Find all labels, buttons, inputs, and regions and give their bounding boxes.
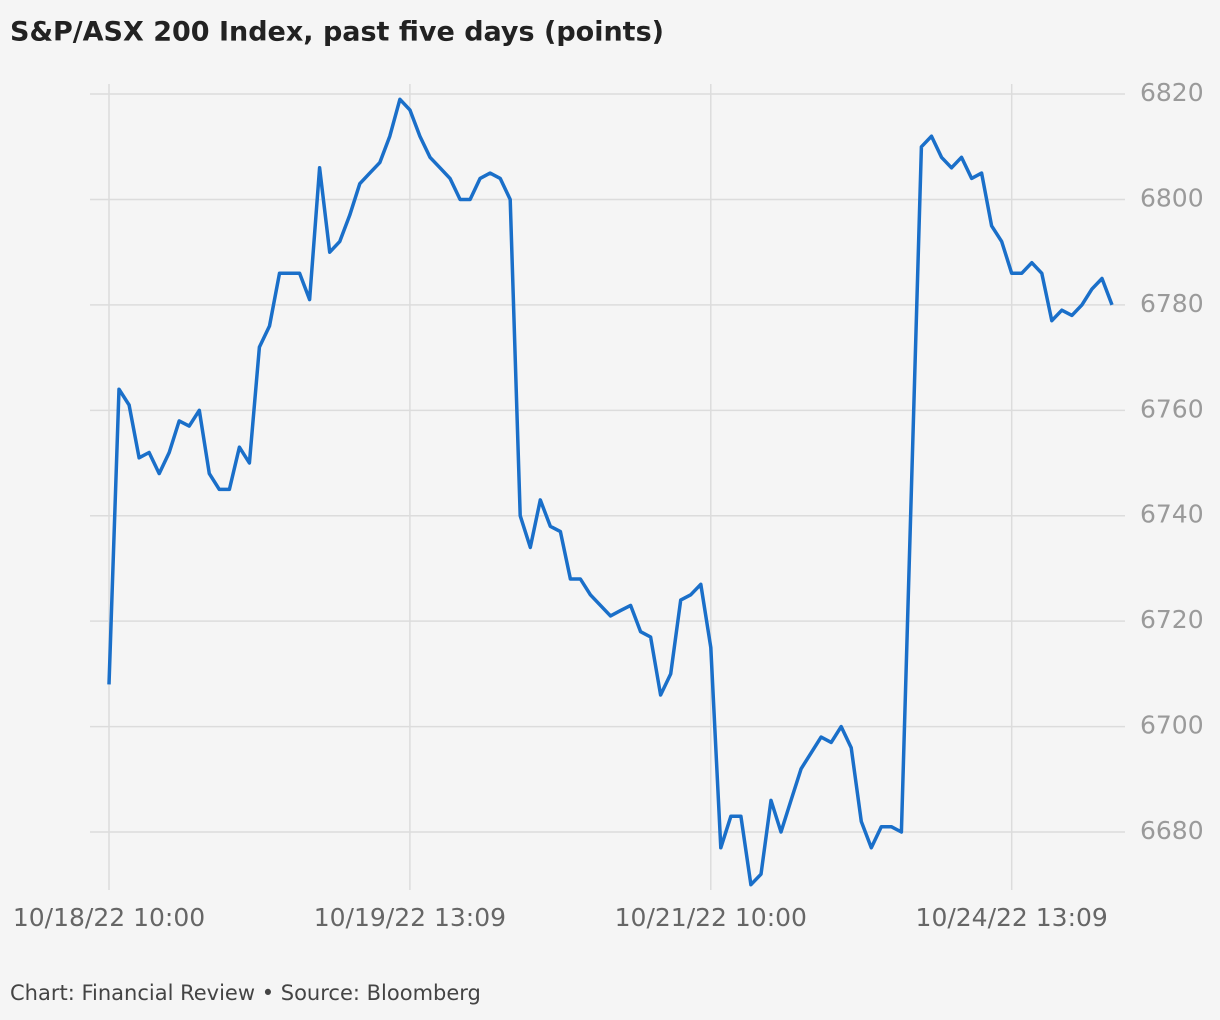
y-tick-label: 6720 <box>1140 605 1204 634</box>
y-tick-label: 6740 <box>1140 500 1204 529</box>
y-tick-label: 6760 <box>1140 394 1204 423</box>
x-tick-label: 10/21/22 10:00 <box>615 903 807 932</box>
x-tick-label: 10/19/22 13:09 <box>314 903 506 932</box>
y-tick-label: 6680 <box>1140 816 1204 845</box>
y-tick-label: 6700 <box>1140 711 1204 740</box>
chart-title: S&P/ASX 200 Index, past five days (point… <box>10 17 664 48</box>
x-tick-label: 10/18/22 10:00 <box>13 903 205 932</box>
y-tick-label: 6780 <box>1140 289 1204 318</box>
y-tick-label: 6820 <box>1140 78 1204 107</box>
y-tick-label: 6800 <box>1140 183 1204 212</box>
source-note: Chart: Financial Review • Source: Bloomb… <box>10 981 481 1005</box>
line-series <box>107 97 1114 887</box>
x-tick-label: 10/24/22 13:09 <box>916 903 1108 932</box>
